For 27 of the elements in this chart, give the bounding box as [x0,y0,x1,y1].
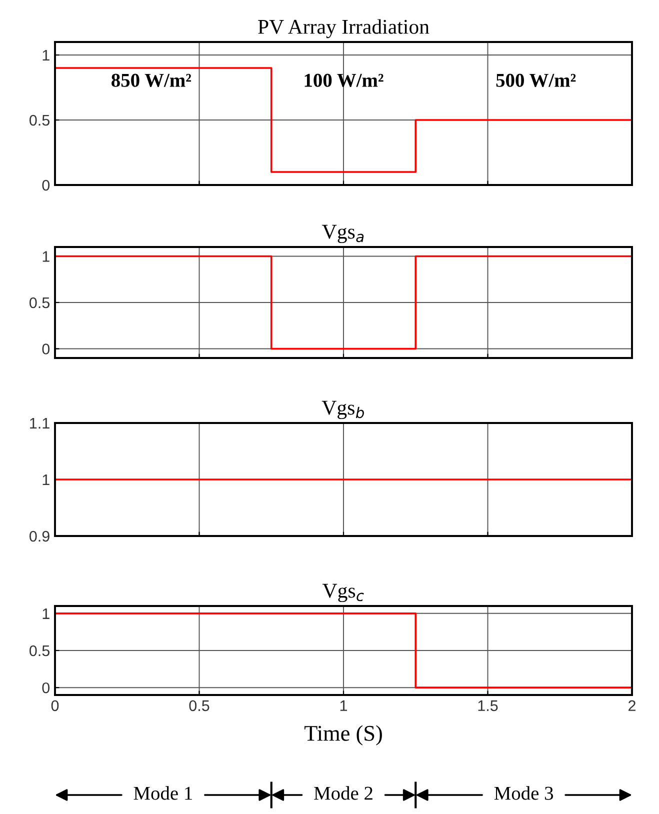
y-tick-label: 0.5 [30,645,50,656]
x-tick-label: 0.5 [189,700,210,712]
text: Mode 2 [314,786,372,800]
x-tick-label: 1.5 [478,700,498,712]
annotation: 500 W/m² [496,74,576,88]
text: Mode 1 [134,786,192,800]
y-tick-label: 0 [42,682,50,694]
y-tick-label: 0.5 [30,114,50,126]
chart-title: Vgs$_{c}$ [322,584,364,602]
x-axis-title: Time (S) [304,725,382,746]
x-tick-label: 0 [51,700,59,712]
y-tick-label: 1.1 [30,418,50,429]
y-tick-label: 1 [42,50,50,61]
chart-title: PV Array Irradiation [258,19,430,38]
y-tick-label: 0 [42,344,50,354]
y-tick-label: 0.5 [30,297,50,308]
text: Mode 3 [494,786,554,800]
y-tick-label: 1 [42,251,50,262]
y-tick-label: 0.9 [30,530,50,542]
chart-title: Vgs$_{b}$ [322,400,364,420]
chart-title: Vgs$_{a}$ [322,224,364,244]
y-tick-label: 0 [42,180,50,191]
annotation: 850 W/m² [112,74,191,88]
x-tick-label: 2 [628,700,636,711]
x-tick-label: 1 [340,700,348,711]
y-tick-label: 1 [42,608,50,619]
y-tick-label: 1 [42,474,50,486]
